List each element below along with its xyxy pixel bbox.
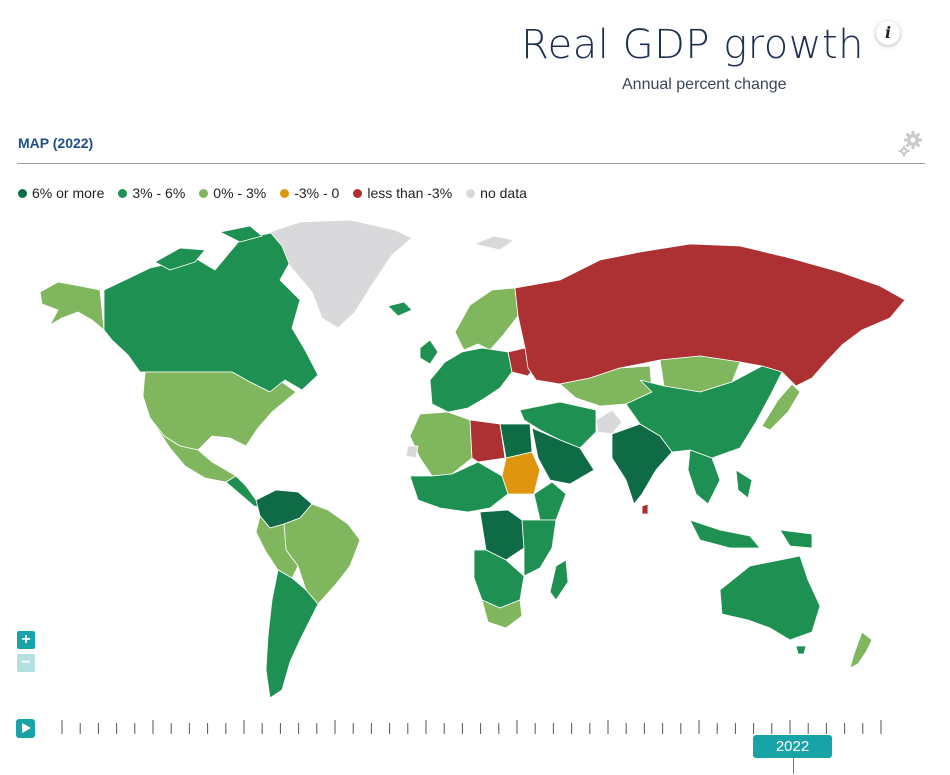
section-label: MAP (2022) [18,135,94,151]
region-new-guinea[interactable] [779,529,813,549]
info-button[interactable]: i [876,21,900,45]
year-badge[interactable]: 2022 [753,735,832,758]
region-madagascar[interactable] [549,559,569,601]
region-horn-of-africa[interactable] [533,481,567,521]
legend-label: less than -3% [367,185,453,201]
legend-swatch-6plus [18,188,27,198]
legend-swatch-3to6 [118,188,128,198]
region-southern-africa[interactable] [473,549,525,609]
region-sudan[interactable] [501,451,541,495]
region-china[interactable] [625,365,783,459]
legend: 6% or more 3% - 6% 0% - 3% -3% - 0 less … [18,185,527,201]
legend-label: 3% - 6% [132,185,186,201]
region-svalbard[interactable] [473,235,515,251]
region-tasmania[interactable] [795,645,807,655]
region-new-zealand[interactable] [849,631,873,669]
region-canada-islands[interactable] [154,225,263,271]
play-button[interactable] [16,719,35,738]
legend-swatch-nodata [466,188,476,198]
divider [17,163,925,164]
region-russia[interactable] [514,243,906,387]
region-saudi-arabia[interactable] [531,427,595,485]
region-north-africa[interactable] [409,411,473,477]
legend-swatch-below-neg3 [353,188,363,198]
region-uk-ireland[interactable] [419,339,439,365]
legend-label: 6% or more [32,185,105,201]
timeline-axis[interactable] [0,718,950,738]
region-south-africa[interactable] [481,599,523,629]
legend-label: 0% - 3% [213,185,267,201]
year-indicator [793,758,794,774]
region-australia[interactable] [719,555,821,641]
gear-icon[interactable] [898,130,924,158]
legend-swatch-neg3to0 [280,188,290,198]
region-west-africa[interactable] [409,461,509,513]
legend-item[interactable]: no data [466,185,527,201]
region-greenland[interactable] [269,219,413,329]
region-peru-bolivia[interactable] [255,515,299,579]
legend-label: no data [480,185,527,201]
zoom-out-button[interactable]: − [17,654,35,672]
legend-label: -3% - 0 [294,185,340,201]
legend-item[interactable]: 3% - 6% [118,185,185,201]
legend-item[interactable]: 6% or more [18,185,104,201]
legend-item[interactable]: -3% - 0 [280,185,339,201]
region-alaska[interactable] [39,281,105,331]
page-subtitle: Annual percent change [622,76,787,93]
legend-item[interactable]: 0% - 3% [199,185,266,201]
region-southeast-asia[interactable] [687,449,761,549]
region-europe[interactable] [429,347,513,413]
legend-item[interactable]: less than -3% [353,185,452,201]
region-scandinavia[interactable] [454,287,519,351]
region-japan[interactable] [761,383,801,431]
region-east-africa[interactable] [521,519,557,577]
region-canada[interactable] [103,231,319,393]
page-title: Real GDP growth [521,22,864,68]
zoom-in-button[interactable]: + [17,631,35,649]
region-libya[interactable] [469,419,506,463]
region-sri-lanka[interactable] [641,503,649,515]
world-map[interactable] [0,210,950,710]
region-argentina-chile[interactable] [265,569,319,699]
legend-swatch-0to3 [199,188,209,198]
region-afghanistan[interactable] [595,409,623,435]
region-western-sahara[interactable] [405,445,419,459]
region-mexico[interactable] [149,417,237,483]
region-iceland[interactable] [387,301,413,317]
